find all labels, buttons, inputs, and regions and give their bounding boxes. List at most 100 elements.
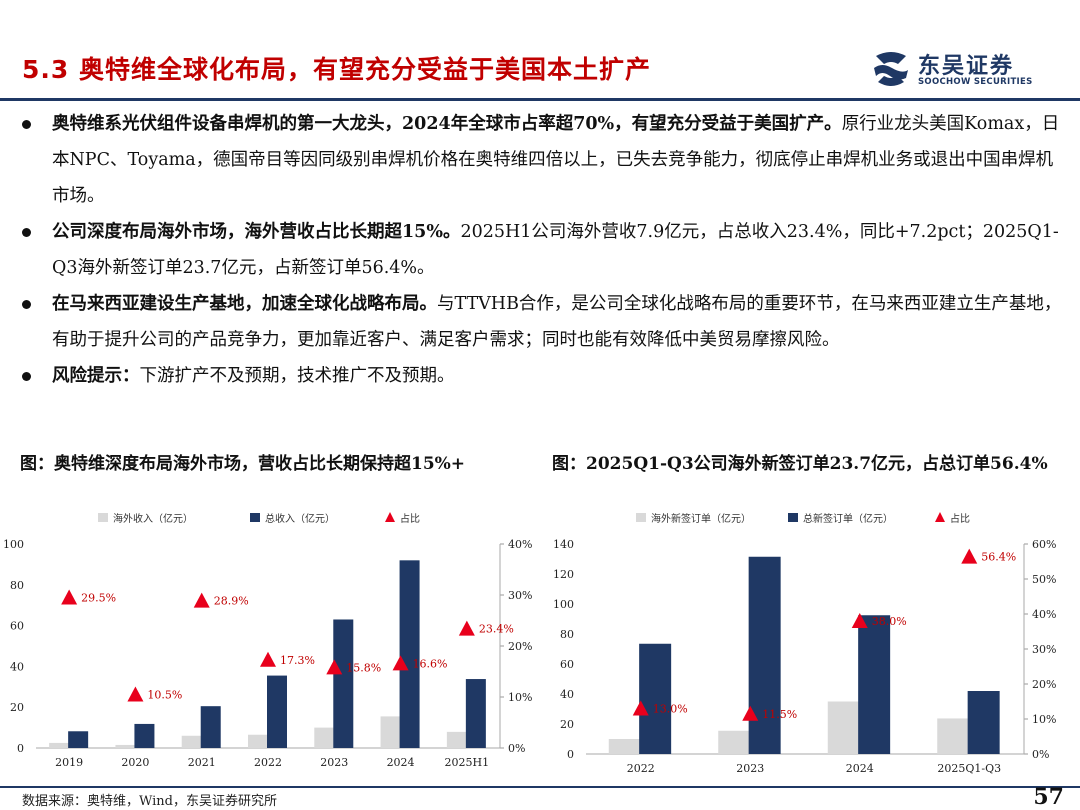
bullet-lead: 风险提示：	[52, 366, 140, 386]
bar	[465, 679, 486, 748]
bar	[967, 691, 1000, 754]
bar	[248, 734, 268, 748]
ratio-label: 38.0%	[872, 615, 907, 628]
ratio-label: 16.6%	[413, 657, 448, 670]
bar	[399, 560, 420, 748]
y-tick-label: 0	[567, 748, 574, 761]
bar	[333, 619, 354, 748]
y2-tick-label: 20%	[508, 640, 532, 653]
legend-swatch	[98, 513, 108, 522]
footer-divider	[0, 786, 1080, 788]
bar	[718, 730, 751, 754]
x-tick-label: 2020	[121, 756, 149, 769]
y-tick-label: 20	[10, 701, 24, 714]
y-tick-label: 60	[560, 658, 574, 671]
y2-tick-label: 30%	[1032, 643, 1056, 656]
legend-label: 海外新签订单（亿元）	[651, 512, 751, 525]
ratio-marker	[961, 548, 978, 564]
legend-swatch	[788, 513, 798, 522]
x-tick-label: 2022	[627, 762, 655, 775]
ratio-marker	[632, 700, 649, 716]
ratio-label: 17.3%	[280, 654, 315, 667]
bullet-text: 2025H1公司海外营收7.9亿元，占总收入23.4%，同比+7.2pct；20…	[52, 222, 1059, 278]
legend-label: 总新签订单（亿元）	[803, 512, 893, 525]
legend-label: 总收入（亿元）	[265, 512, 335, 525]
bar	[608, 739, 641, 754]
figure-caption-right: 图：2025Q1-Q3公司海外新签订单23.7亿元，占总订单56.4%	[552, 454, 1048, 474]
bullet-dot-icon	[22, 228, 31, 237]
legend-swatch	[636, 513, 646, 522]
logo-text-en: SOOCHOW SECURITIES	[918, 77, 1033, 87]
y2-tick-label: 60%	[1032, 538, 1056, 551]
bullet-text: 下游扩产不及预期，技术推广不及预期。	[139, 366, 455, 386]
bullet-lead: 奥特维系光伏组件设备串焊机的第一大龙头，2024年全球市占率超70%，有望充分受…	[52, 114, 842, 134]
legend-label: 占比	[400, 512, 420, 525]
bullet-item: 在马来西亚建设生产基地，加速全球化战略布局。与TTVHB合作，是公司全球化战略布…	[22, 286, 1062, 358]
y-tick-label: 20	[560, 718, 574, 731]
y-tick-label: 120	[553, 568, 574, 581]
y-tick-label: 80	[10, 579, 24, 592]
y2-tick-label: 0%	[1032, 748, 1049, 761]
page-title: 5.3 奥特维全球化布局，有望充分受益于美国本土扩产	[22, 55, 651, 84]
bullet-dot-icon	[22, 120, 31, 129]
ratio-label: 28.9%	[214, 595, 249, 608]
ratio-label: 11.5%	[762, 708, 797, 721]
y2-tick-label: 0%	[508, 742, 525, 755]
ratio-label: 13.0%	[653, 703, 688, 716]
x-tick-label: 2021	[188, 756, 216, 769]
ratio-marker	[392, 655, 409, 671]
ratio-label: 29.5%	[81, 592, 116, 605]
ratio-label: 15.8%	[346, 661, 381, 674]
x-tick-label: 2024	[387, 756, 415, 769]
bar	[115, 744, 136, 748]
ratio-label: 56.4%	[981, 551, 1016, 564]
bar	[446, 731, 467, 748]
bullet-dot-icon	[22, 300, 31, 309]
x-tick-label: 2025Q1-Q3	[937, 762, 1001, 775]
y-tick-label: 0	[17, 742, 24, 755]
header: 5.3 奥特维全球化布局，有望充分受益于美国本土扩产 东吴证券 SOOCHOW …	[0, 0, 1080, 101]
chart-overseas-revenue: 海外收入（亿元） 总收入（亿元） 占比 0 20 40 60 80 100 0% 10% 20% 30%…	[3, 512, 532, 769]
bullet-lead: 在马来西亚建设生产基地，加速全球化战略布局。	[52, 294, 437, 314]
bullet-text: 与TTVHB合作，是公司全球化战略布局的重要环节，在马来西亚建立生产基地，有助于…	[52, 294, 1062, 350]
legend-swatch	[385, 512, 395, 522]
ratio-marker	[193, 592, 210, 608]
bullet-item: 奥特维系光伏组件设备串焊机的第一大龙头，2024年全球市占率超70%，有望充分受…	[22, 106, 1062, 214]
bar	[267, 675, 287, 748]
bar	[200, 706, 221, 748]
bar	[68, 731, 89, 748]
y-tick-label: 40	[10, 660, 24, 673]
y-tick-label: 40	[560, 688, 574, 701]
bar	[181, 735, 202, 748]
y2-tick-label: 40%	[508, 538, 532, 551]
bar	[134, 723, 155, 748]
ratio-label: 23.4%	[479, 623, 514, 636]
bar	[827, 701, 860, 754]
header-divider	[0, 98, 1080, 101]
legend-label: 占比	[950, 512, 970, 525]
y2-tick-label: 10%	[508, 691, 532, 704]
ratio-label: 10.5%	[147, 688, 182, 701]
bar	[748, 556, 781, 754]
y-tick-label: 100	[553, 598, 574, 611]
page-number: 57	[1033, 784, 1064, 810]
legend-label: 海外收入（亿元）	[113, 512, 193, 525]
ratio-marker	[260, 651, 276, 667]
bullet-lead: 公司深度布局海外市场，海外营收占比长期超15%。	[52, 222, 461, 242]
x-tick-label: 2025H1	[445, 756, 490, 769]
bullet-text: 原行业龙头美国Komax，日本NPC、Toyama，德国帝目等因同级别串焊机价格…	[52, 114, 1060, 206]
brand-logo: 东吴证券 SOOCHOW SECURITIES	[868, 46, 1068, 92]
legend-swatch	[250, 513, 260, 522]
logo-text-cn: 东吴证券	[918, 54, 1015, 79]
y-tick-label: 80	[560, 628, 574, 641]
x-tick-label: 2023	[736, 762, 764, 775]
figure-caption-left: 图：奥特维深度布局海外市场，营收占比长期保持超15%+	[20, 454, 466, 474]
legend-swatch	[935, 512, 945, 522]
y2-tick-label: 50%	[1032, 573, 1056, 586]
y-tick-label: 100	[3, 538, 24, 551]
x-tick-label: 2023	[320, 756, 348, 769]
x-tick-label: 2019	[55, 756, 83, 769]
bar	[937, 718, 970, 754]
y2-tick-label: 30%	[508, 589, 532, 602]
ratio-marker	[851, 613, 868, 628]
